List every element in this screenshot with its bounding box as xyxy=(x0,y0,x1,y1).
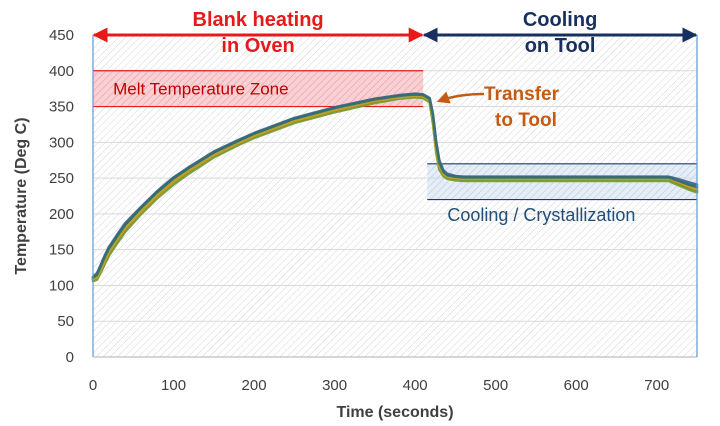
x-tick-label: 400 xyxy=(403,377,428,394)
x-axis-title: Time (seconds) xyxy=(336,404,453,421)
series-line-5 xyxy=(91,94,699,281)
y-tick-label: 100 xyxy=(49,277,74,294)
y-tick-label: 200 xyxy=(49,206,74,223)
temperature-series xyxy=(91,92,699,283)
transfer-arrow xyxy=(436,91,485,104)
y-axis-title: Temperature (Deg C) xyxy=(13,117,30,274)
x-tick-label: 0 xyxy=(89,377,97,394)
y-tick-label: 350 xyxy=(49,99,74,116)
melt-zone-label: Melt Temperature Zone xyxy=(113,80,288,99)
phase-label-cooling-line2: on Tool xyxy=(525,35,596,57)
x-tick-label: 600 xyxy=(564,377,589,394)
y-tick-label: 0 xyxy=(66,349,74,366)
phase-label-heating-line1: Blank heating xyxy=(193,9,324,31)
y-tick-label: 50 xyxy=(57,313,74,330)
x-tick-label: 200 xyxy=(242,377,267,394)
x-tick-label: 100 xyxy=(161,377,186,394)
axes: 0 50 100 150 200 250 300 350 400 450 0 100 200 300 400… xyxy=(49,27,698,394)
series-line-6 xyxy=(91,93,699,279)
transfer-label-line1: Transfer xyxy=(484,84,560,105)
x-tick-label: 500 xyxy=(483,377,508,394)
cooling-zone-label: Cooling / Crystallization xyxy=(447,205,635,225)
y-tick-label: 450 xyxy=(49,27,74,44)
y-tick-label: 150 xyxy=(49,242,74,259)
phase-label-heating-line2: in Oven xyxy=(221,35,294,57)
phase-label-cooling-line1: Cooling xyxy=(523,9,597,31)
y-tick-label: 300 xyxy=(49,134,74,151)
series-line-3 xyxy=(91,96,699,283)
y-tick-label: 400 xyxy=(49,63,74,80)
x-tick-label: 700 xyxy=(644,377,669,394)
x-tick-label: 300 xyxy=(322,377,347,394)
transfer-label-line2: to Tool xyxy=(495,110,557,131)
y-tick-label: 250 xyxy=(49,170,74,187)
